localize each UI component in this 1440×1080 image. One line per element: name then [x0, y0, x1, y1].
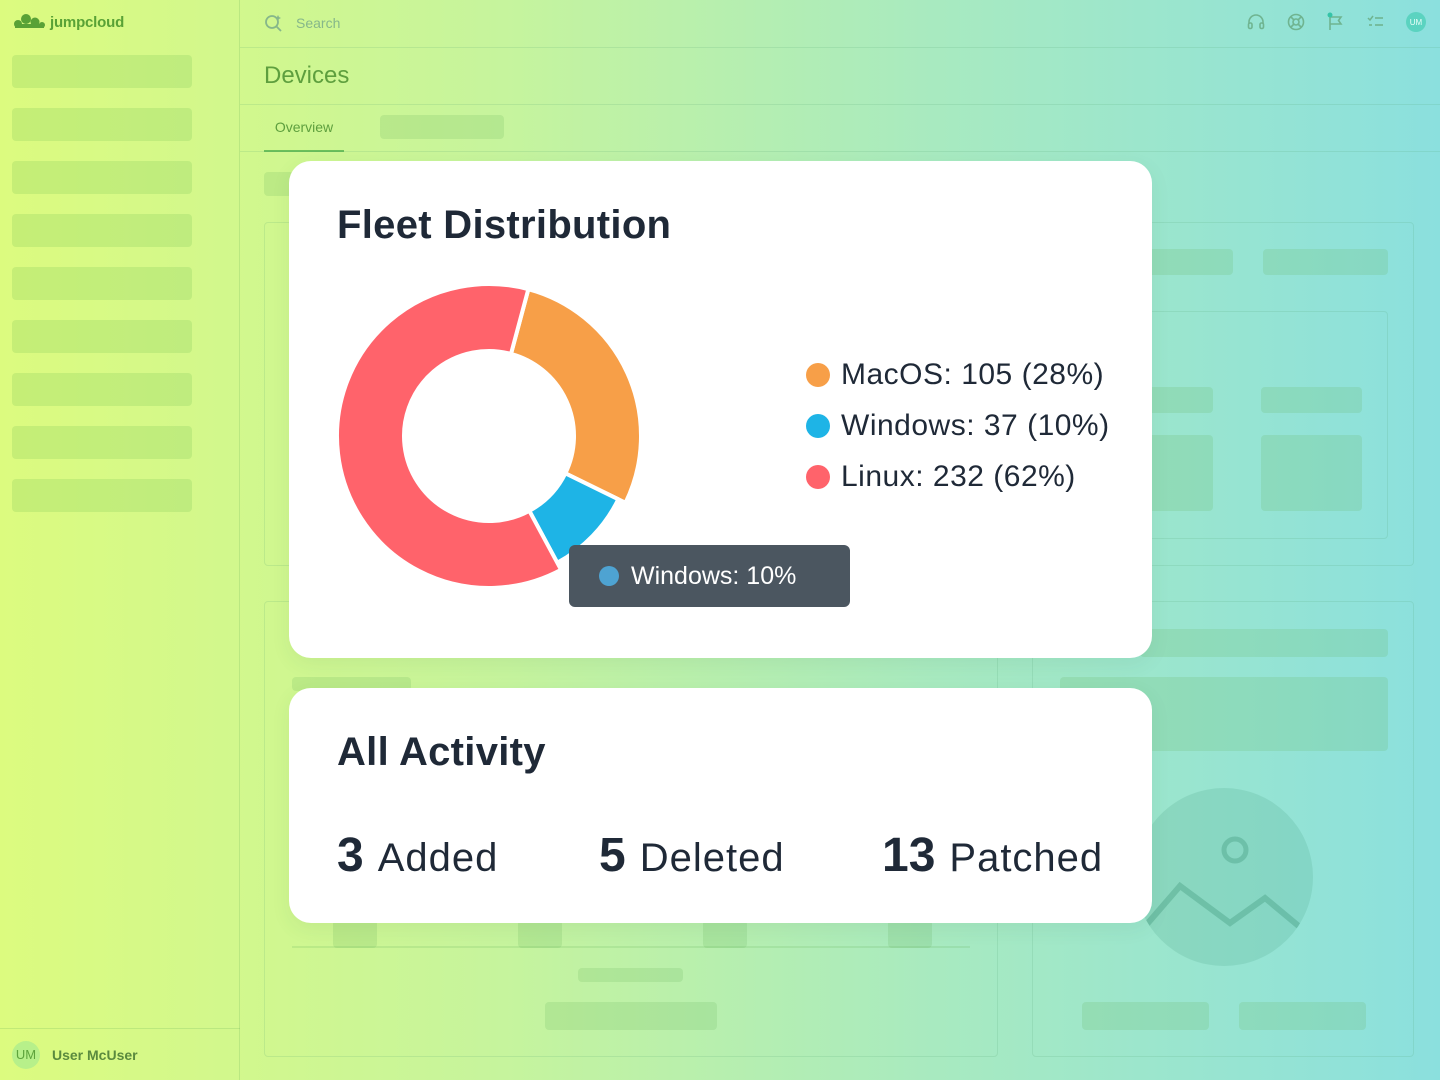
flag-icon[interactable] — [1326, 12, 1346, 32]
activity-card-title: All Activity — [337, 730, 546, 774]
sidebar-item[interactable] — [12, 479, 192, 512]
placeholder-block — [518, 920, 562, 948]
legend-dot-macos — [806, 362, 830, 387]
user-name: User McUser — [52, 1046, 138, 1063]
stat-deleted: 5 Deleted — [599, 828, 785, 883]
sidebar-item[interactable] — [12, 55, 192, 88]
legend-dot-linux — [806, 464, 830, 489]
jumpcloud-logo-icon — [14, 14, 45, 28]
sidebar-item[interactable] — [12, 373, 192, 406]
donut-slice-macos[interactable] — [509, 287, 643, 505]
fleet-distribution-card: Fleet Distribution MacOS: 105 (28%) Wind… — [289, 161, 1152, 658]
placeholder-block — [1140, 435, 1213, 511]
search-input[interactable]: Search — [264, 13, 340, 33]
sidebar-item[interactable] — [12, 214, 192, 247]
top-user-avatar[interactable]: UM — [1406, 12, 1426, 32]
app-logo[interactable]: jumpcloud — [12, 12, 124, 32]
legend-item-windows: Windows: 37 (10%) — [806, 400, 1110, 451]
tabs-divider — [240, 151, 1440, 152]
stat-added: 3 Added — [337, 828, 498, 883]
help-lifebuoy-icon[interactable] — [1286, 12, 1306, 32]
search-placeholder: Search — [296, 15, 341, 31]
tab-overview[interactable]: Overview — [264, 104, 344, 152]
placeholder-block — [1263, 249, 1388, 275]
tasks-icon[interactable] — [1366, 12, 1386, 32]
placeholder-block — [1140, 629, 1388, 657]
placeholder-block — [545, 1002, 717, 1030]
placeholder-block — [1239, 1002, 1366, 1030]
top-bar: Search UM — [240, 0, 1440, 48]
page-title: Devices — [264, 62, 350, 89]
all-activity-card: All Activity 3 Added 5 Deleted 13 Patche… — [289, 688, 1152, 923]
top-icons: UM — [1246, 12, 1426, 32]
headset-icon[interactable] — [1246, 12, 1266, 32]
stat-added-label: Added — [377, 836, 499, 880]
sidebar-item[interactable] — [12, 426, 192, 459]
placeholder-block — [578, 968, 683, 982]
legend-dot-windows — [806, 413, 830, 438]
sidebar-item[interactable] — [12, 161, 192, 194]
legend-label-linux: Linux: 232 (62%) — [841, 459, 1076, 493]
user-avatar: UM — [12, 1040, 40, 1069]
stat-patched-label: Patched — [949, 836, 1104, 880]
fleet-donut-chart — [335, 282, 643, 590]
placeholder-block — [888, 920, 932, 948]
placeholder-block — [1261, 435, 1362, 511]
placeholder-block — [292, 677, 411, 691]
stat-patched: 13 Patched — [882, 828, 1103, 883]
user-menu[interactable]: UM User McUser — [0, 1028, 240, 1080]
legend-label-windows: Windows: 37 (10%) — [841, 408, 1110, 442]
stat-patched-value: 13 — [882, 829, 936, 882]
sidebar: jumpcloud UM User McUser — [0, 0, 240, 1080]
sidebar-item[interactable] — [12, 267, 192, 300]
stat-deleted-label: Deleted — [639, 836, 785, 880]
donut-slice-linux[interactable] — [335, 282, 564, 590]
fleet-card-title: Fleet Distribution — [337, 203, 672, 247]
sidebar-item[interactable] — [12, 320, 192, 353]
placeholder-block — [1082, 1002, 1209, 1030]
placeholder-block — [333, 920, 377, 948]
legend-label-macos: MacOS: 105 (28%) — [841, 357, 1105, 391]
header-divider — [240, 104, 1440, 105]
placeholder-block — [1140, 249, 1233, 275]
placeholder-tab — [380, 115, 504, 139]
tooltip-dot — [599, 566, 619, 586]
placeholder-block — [703, 920, 747, 948]
tooltip-text: Windows: 10% — [631, 561, 797, 590]
legend-item-macos: MacOS: 105 (28%) — [806, 349, 1110, 400]
placeholder-block — [1140, 387, 1213, 413]
search-icon — [265, 15, 282, 32]
fleet-legend: MacOS: 105 (28%) Windows: 37 (10%) Linux… — [806, 349, 1110, 502]
stat-deleted-value: 5 — [599, 829, 626, 882]
placeholder-divider — [292, 946, 970, 948]
legend-item-linux: Linux: 232 (62%) — [806, 451, 1110, 502]
image-placeholder-icon — [1135, 788, 1313, 966]
app-name: jumpcloud — [50, 13, 125, 31]
stat-added-value: 3 — [337, 829, 364, 882]
placeholder-block — [1261, 387, 1362, 413]
sidebar-item[interactable] — [12, 108, 192, 141]
chart-tooltip: Windows: 10% — [569, 545, 850, 607]
